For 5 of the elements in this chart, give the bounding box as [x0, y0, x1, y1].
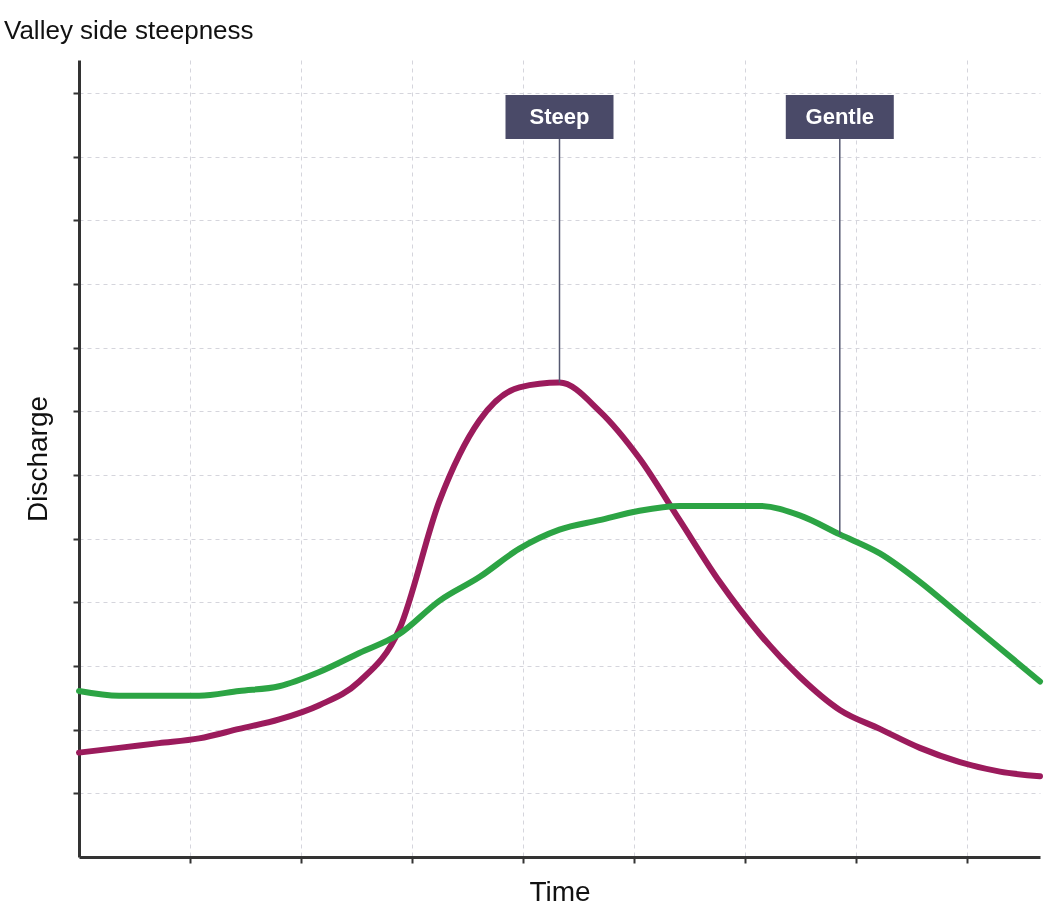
- y-axis-title: Discharge: [21, 395, 53, 523]
- text: Steep: [529, 103, 590, 129]
- chart-title: Valley side steepness: [4, 15, 254, 45]
- text: Gentle: [805, 103, 875, 129]
- x-axis-title: Time: [529, 875, 591, 907]
